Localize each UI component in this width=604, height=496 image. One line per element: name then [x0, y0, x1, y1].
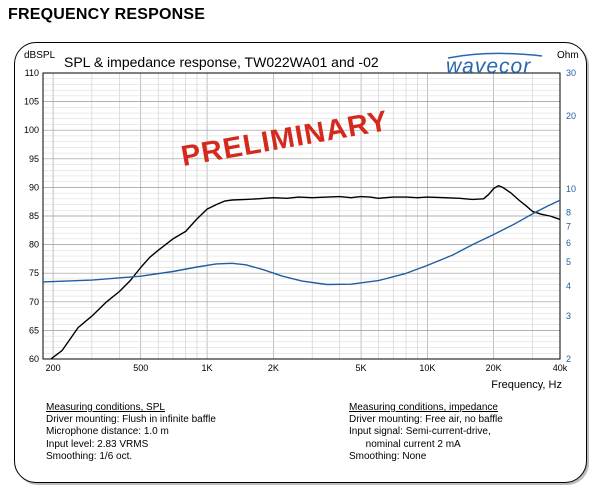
x-tick-label: 200 — [46, 363, 61, 373]
impedance-condition-line: nominal current 2 mA — [349, 438, 461, 450]
y-tick-label-left: 105 — [24, 97, 39, 107]
x-tick-label: 5K — [356, 363, 367, 373]
preliminary-watermark: PRELIMINARY — [179, 105, 391, 173]
y-tick-label-left: 110 — [25, 68, 39, 78]
y-axis-label-left: dBSPL — [24, 50, 56, 61]
y-tick-label-right: 3 — [566, 311, 571, 321]
y-tick-label-left: 100 — [24, 125, 39, 135]
spl-condition-line: Smoothing: 1/6 oct. — [46, 450, 133, 462]
y-tick-label-left: 90 — [29, 182, 39, 192]
y-tick-label-right: 6 — [566, 238, 571, 248]
page-heading: FREQUENCY RESPONSE — [8, 6, 206, 23]
x-tick-label: 500 — [133, 363, 148, 373]
y-axis-label-right: Ohm — [557, 50, 579, 61]
y-tick-label-left: 65 — [29, 325, 39, 335]
wavecor-logo: wavecor — [446, 55, 531, 78]
x-axis-label: Frequency, Hz — [491, 379, 562, 391]
chart-frame — [14, 42, 587, 483]
logo-swoosh — [447, 52, 543, 59]
x-tick-label: 10K — [419, 363, 435, 373]
impedance-condition-line: Smoothing: None — [349, 450, 427, 462]
y-tick-label-left: 80 — [29, 240, 39, 250]
y-tick-label-right: 5 — [566, 257, 571, 267]
y-tick-label-right: 4 — [566, 281, 571, 291]
y-tick-label-right: 10 — [566, 184, 576, 194]
impedance-condition-line: Driver mounting: Free air, no baffle — [349, 414, 503, 426]
spl-curve — [49, 185, 560, 359]
y-tick-label-left: 85 — [29, 211, 39, 221]
series-group — [43, 185, 560, 359]
spl-condition-line: Input level: 2.83 VRMS — [46, 438, 149, 450]
y-tick-label-right: 8 — [566, 208, 571, 218]
chart-title: SPL & impedance response, TW022WA01 and … — [64, 54, 379, 70]
x-tick-label: 1K — [202, 363, 213, 373]
plot-area-border — [42, 72, 561, 360]
spl-condition-line: Driver mounting: Flush in infinite baffl… — [46, 414, 216, 426]
y-tick-label-right: 30 — [566, 68, 576, 78]
y-tick-label-left: 95 — [29, 154, 39, 164]
x-tick-label: 2K — [268, 363, 279, 373]
y-tick-label-right: 7 — [566, 222, 571, 232]
impedance-curve — [43, 199, 560, 286]
y-tick-label-right: 2 — [566, 354, 571, 364]
x-tick-label: 20K — [486, 363, 502, 373]
axes: 200 500 1K 2K 5K 10K 20K 40k6065707580859095100… — [24, 68, 576, 373]
spl-conditions-title: Measuring conditions, SPL — [46, 402, 165, 413]
y-tick-label-left: 70 — [29, 297, 39, 307]
y-tick-label-left: 60 — [29, 354, 39, 364]
x-tick-label: 40k — [553, 363, 568, 373]
impedance-measuring-conditions: Measuring conditions, impedance Driver m… — [349, 402, 503, 463]
impedance-conditions-title: Measuring conditions, impedance — [349, 402, 498, 413]
y-tick-label-right: 20 — [566, 111, 576, 121]
impedance-condition-line: Input signal: Semi-current-drive, — [349, 426, 491, 438]
spl-measuring-conditions: Measuring conditions, SPL Driver mountin… — [46, 402, 216, 463]
spl-condition-line: Microphone distance: 1.0 m — [46, 426, 169, 438]
y-tick-label-left: 75 — [29, 268, 39, 278]
grid — [43, 72, 561, 360]
